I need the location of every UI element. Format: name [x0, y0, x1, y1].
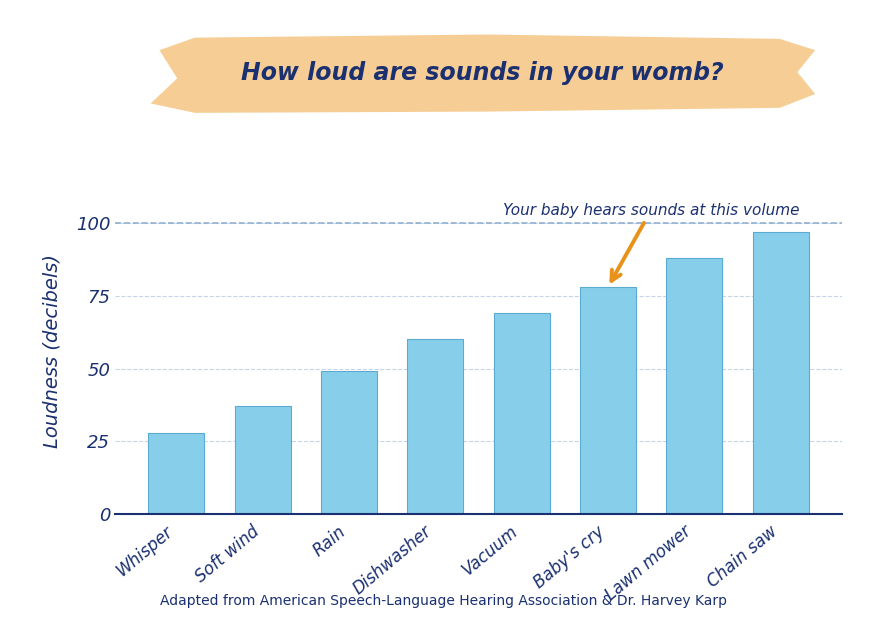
Text: How loud are sounds in your womb?: How loud are sounds in your womb?: [242, 61, 724, 85]
Bar: [408, 339, 463, 514]
Bar: [148, 433, 205, 514]
Bar: [321, 371, 377, 514]
Bar: [579, 287, 636, 514]
Text: Your baby hears sounds at this volume: Your baby hears sounds at this volume: [503, 203, 799, 281]
Y-axis label: Loudness (decibels): Loudness (decibels): [43, 254, 62, 448]
Bar: [235, 406, 291, 514]
Bar: [666, 258, 722, 514]
Polygon shape: [151, 34, 815, 113]
Bar: [752, 232, 809, 514]
Bar: [494, 314, 549, 514]
Text: Adapted from American Speech-Language Hearing Association & Dr. Harvey Karp: Adapted from American Speech-Language He…: [159, 594, 727, 608]
